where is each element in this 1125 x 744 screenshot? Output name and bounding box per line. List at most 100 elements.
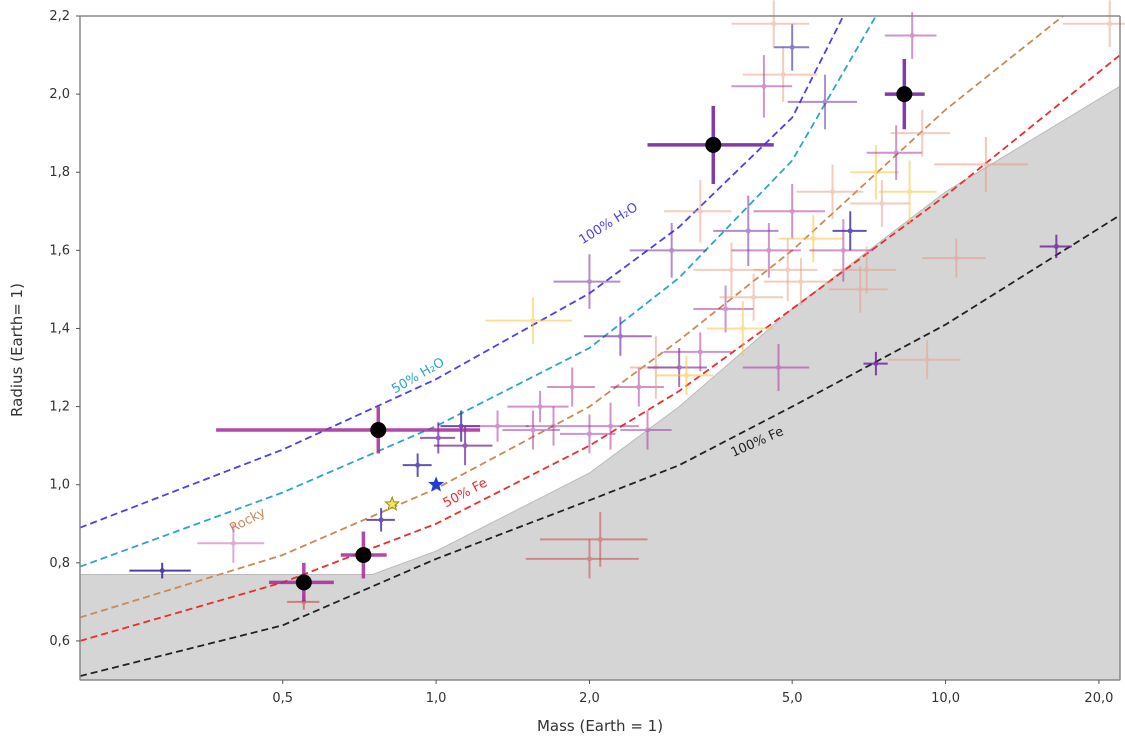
point-marker [435,435,441,441]
data-point [753,238,818,302]
y-tick-label: 1,2 [49,400,70,415]
point-marker [530,318,536,324]
data-point [583,316,652,356]
data-point [693,242,764,298]
data-point [884,12,937,59]
highlighted-marker [896,86,913,103]
point-marker [378,517,384,523]
point-marker [745,228,751,234]
data-point [525,406,579,446]
point-marker [586,279,592,285]
point-marker [697,208,703,214]
data-point [934,137,1028,192]
y-tick-label: 0,8 [49,556,70,571]
data-point [832,246,897,294]
y-axis-label: Radius (Earth= 1) [8,283,26,417]
point-marker [230,540,236,546]
point-marker [810,236,816,242]
point-marker [789,44,795,50]
point-marker [953,255,959,261]
x-tick-label: 0,5 [272,691,293,706]
data-point [129,562,191,579]
data-point [540,512,648,567]
data-point [828,265,888,313]
data-point [1062,0,1125,48]
highlighted-point [647,105,774,184]
point-marker [857,286,863,292]
y-tick-label: 1,6 [49,243,70,258]
data-point [485,297,573,345]
data-point [866,125,923,181]
curve-line [79,214,1121,677]
data-point [366,508,395,532]
data-point [553,254,621,309]
point-marker [919,130,925,136]
point-marker [789,208,795,214]
data-point [663,180,732,243]
curve-label: 50% Fe [441,475,490,511]
data-point [731,55,793,118]
data-point [502,410,560,450]
data-point [809,219,873,282]
y-tick-label: 0,6 [49,634,70,649]
data-point [787,74,857,130]
point-marker [495,423,501,429]
data-point [525,539,639,579]
curve-line [79,54,1121,642]
point-marker [924,357,930,363]
point-marker [636,384,642,390]
data-point [863,351,888,376]
highlighted-marker [370,422,387,439]
data-point [850,180,910,227]
y-tick-label: 1,8 [49,165,70,180]
point-marker [840,247,846,253]
highlighted-point [340,531,387,579]
data-point [763,258,833,306]
data-point [719,273,784,321]
point-marker [669,247,675,253]
point-marker [608,423,614,429]
highlighted-point [884,58,925,130]
data-point [433,426,493,466]
data-point [420,422,456,454]
data-point [461,410,529,442]
point-marker [771,21,777,27]
point-marker [785,267,791,273]
data-point [663,332,732,372]
x-tick-label: 1,0 [426,691,447,706]
x-tick-label: 5,0 [782,691,803,706]
data-point [773,23,810,71]
point-marker [415,462,421,468]
point-marker [697,349,703,355]
data-point [402,453,432,477]
point-marker [537,404,543,410]
highlighted-point [269,562,334,602]
data-point [731,0,810,48]
data-point [197,523,265,563]
point-marker [751,294,757,300]
data-point [753,183,826,239]
data-point [713,195,779,266]
data-point [731,223,801,278]
data-point [887,340,961,380]
point-marker [159,568,165,574]
data-point [507,390,569,423]
data-point [559,414,616,454]
data-point [850,144,899,200]
point-marker [462,443,468,449]
point-marker [983,161,989,167]
point-marker [645,427,651,433]
data-point [922,238,986,278]
point-marker [569,384,575,390]
point-marker [864,267,870,273]
data-point [647,348,707,388]
point-marker [822,99,828,105]
data-point [742,47,818,102]
point-marker [761,83,767,89]
x-axis-label: Mass (Earth = 1) [537,717,663,735]
data-point [878,160,937,224]
point-marker [766,247,772,253]
data-point [546,367,595,407]
point-marker [873,361,879,367]
